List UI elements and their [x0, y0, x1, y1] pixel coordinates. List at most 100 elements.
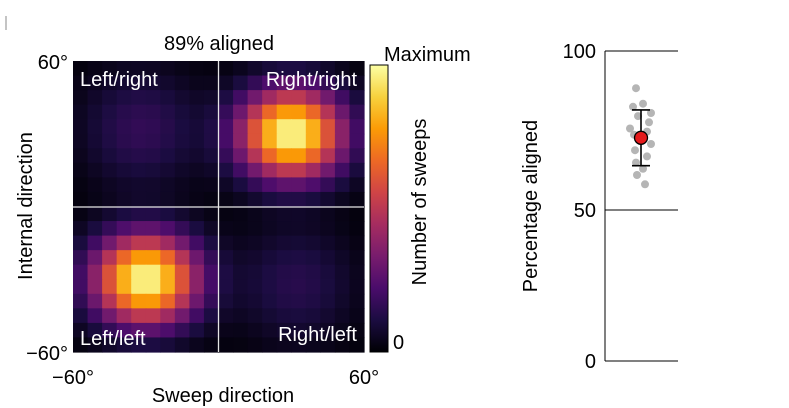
heatmap-cell — [291, 177, 307, 193]
heatmap-cell — [174, 119, 190, 135]
heatmap-cell — [145, 308, 161, 324]
heatmap-cell — [349, 177, 365, 193]
y-tick-top: 60° — [38, 52, 68, 74]
heatmap-cell — [160, 337, 176, 353]
heatmap-cell — [203, 308, 220, 324]
data-point — [626, 124, 634, 133]
heatmap-cell — [189, 279, 205, 295]
heatmap-cell — [87, 148, 103, 164]
y-tick-100: 100 — [563, 41, 596, 63]
heatmap-cell — [116, 206, 132, 222]
heatmap-cell — [87, 133, 103, 149]
heatmap-cell — [349, 206, 365, 222]
heatmap-cell — [320, 235, 336, 251]
heatmap-cell — [174, 322, 190, 339]
heatmap-cell — [247, 264, 263, 280]
heatmap-cell — [349, 191, 365, 208]
heatmap-cell — [160, 191, 176, 208]
heatmap-cell — [116, 162, 132, 178]
heatmap-cell — [233, 133, 249, 149]
heatmap-cell — [262, 308, 278, 324]
heatmap-cell — [349, 61, 365, 77]
heatmap-cell — [131, 61, 147, 77]
heatmap-cell — [247, 177, 263, 193]
heatmap-cell — [262, 61, 278, 77]
heatmap-cell — [87, 75, 103, 91]
heatmap-cell — [218, 133, 234, 149]
heatmap-cell — [233, 250, 249, 266]
heatmap-cell — [262, 235, 278, 251]
scatter-points — [626, 84, 655, 189]
heatmap-cell — [145, 206, 161, 222]
heatmap-cell — [320, 293, 336, 309]
heatmap-cell — [218, 104, 234, 120]
heatmap-cell — [160, 133, 176, 149]
heatmap-cell — [305, 293, 321, 309]
heatmap-cell — [145, 264, 161, 280]
heatmap-cell — [334, 191, 351, 208]
heatmap-cell — [334, 148, 351, 164]
heatmap-cell — [218, 162, 234, 178]
heatmap-panel: 89% aligned Left/right Right/right Left/… — [15, 33, 379, 407]
heatmap-cell — [276, 75, 292, 91]
heatmap-cell — [145, 322, 161, 339]
heatmap-cell — [160, 148, 176, 164]
heatmap-cell — [291, 148, 307, 164]
heatmap-cell — [174, 279, 190, 295]
heatmap-cell — [87, 104, 103, 120]
heatmap-cell — [73, 119, 89, 135]
heatmap-cell — [160, 104, 176, 120]
quadrant-label-top-left: Left/right — [80, 69, 158, 91]
heatmap-cell — [73, 75, 89, 91]
heatmap-cell — [87, 250, 103, 266]
heatmap-cell — [203, 104, 220, 120]
heatmap-cell — [291, 104, 307, 120]
heatmap-cell — [233, 162, 249, 178]
heatmap-cell — [349, 133, 365, 149]
heatmap-cell — [276, 337, 292, 353]
heatmap-cell — [334, 235, 351, 251]
heatmap-cell — [334, 133, 351, 149]
data-point — [641, 180, 649, 189]
heatmap-cell — [87, 177, 103, 193]
heatmap-cell — [349, 90, 365, 106]
data-point — [639, 164, 647, 173]
heatmap-cell — [116, 133, 132, 149]
heatmap-cell — [189, 90, 205, 106]
heatmap-cell — [218, 308, 234, 324]
colorbar: Maximum 0 Number of sweeps — [369, 44, 471, 354]
heatmap-cell — [320, 206, 336, 222]
heatmap-cell — [320, 61, 336, 77]
heatmap-cell — [131, 119, 147, 135]
heatmap-cell — [73, 61, 89, 77]
heatmap-cell — [276, 61, 292, 77]
heatmap-cell — [349, 279, 365, 295]
data-point — [631, 146, 639, 155]
colorbar-max-label: Maximum — [384, 44, 471, 66]
heatmap-cell — [73, 221, 89, 237]
heatmap-cell — [262, 206, 278, 222]
heatmap-cell — [160, 206, 176, 222]
heatmap-cell — [247, 90, 263, 106]
heatmap-cell — [174, 235, 190, 251]
heatmap-cell — [276, 177, 292, 193]
x-tick-left: −60° — [52, 367, 94, 389]
heatmap-cell — [189, 206, 205, 222]
data-point — [647, 140, 655, 148]
heatmap-cell — [203, 293, 220, 309]
heatmap-cell — [349, 162, 365, 178]
heatmap-cell — [160, 264, 176, 280]
heatmap-cell — [145, 61, 161, 77]
heatmap-cell — [145, 119, 161, 135]
heatmap-cell — [276, 148, 292, 164]
heatmap-cell — [233, 322, 249, 339]
heatmap-cell — [218, 250, 234, 266]
heatmap-cell — [131, 293, 147, 309]
heatmap-cell — [334, 177, 351, 193]
heatmap-cell — [189, 337, 205, 353]
heatmap-cell — [203, 206, 220, 222]
heatmap-cell — [145, 133, 161, 149]
heatmap-cell — [203, 133, 220, 149]
heatmap-cell — [262, 279, 278, 295]
